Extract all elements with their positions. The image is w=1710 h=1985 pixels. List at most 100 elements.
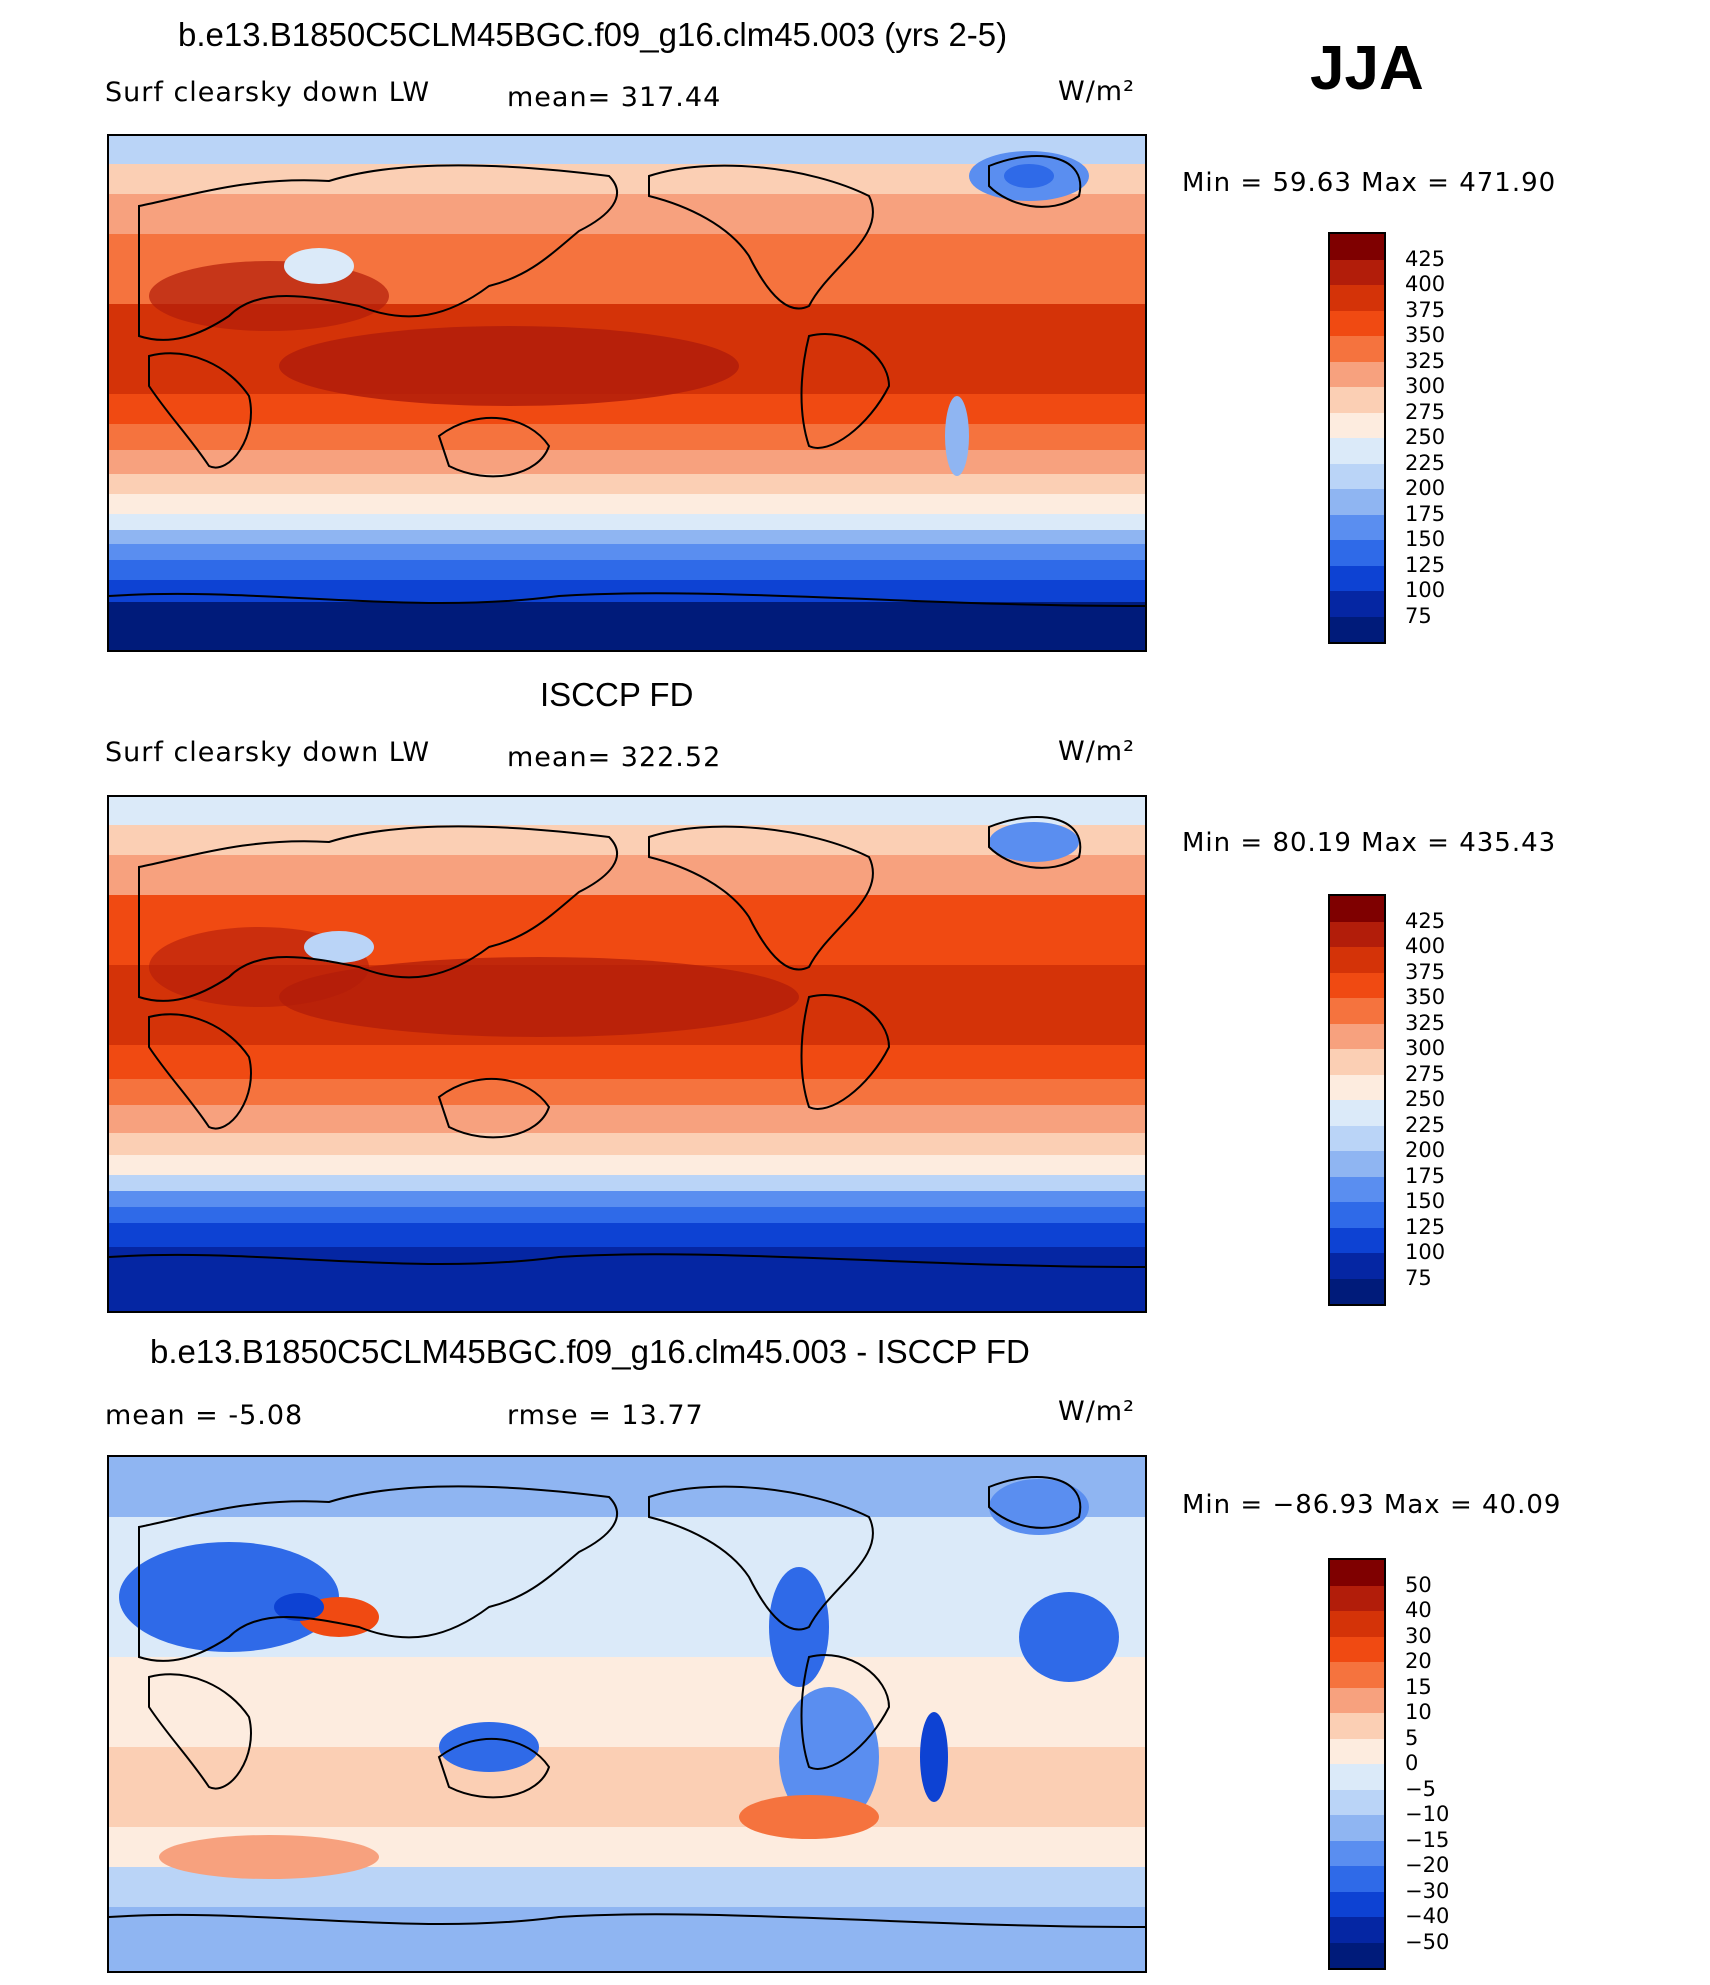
colorbar-swatch <box>1330 336 1384 362</box>
colorbar-swatch <box>1330 1278 1384 1304</box>
panel1-mean-label: mean= 317.44 <box>507 82 722 113</box>
colorbar-swatch <box>1330 1687 1384 1713</box>
colorbar-label: 250 <box>1405 425 1446 449</box>
colorbar-label: 200 <box>1405 476 1446 500</box>
colorbar-swatch <box>1330 921 1384 947</box>
colorbar-swatch <box>1330 259 1384 285</box>
panel3-units: W/m² <box>1058 1396 1135 1427</box>
colorbar-label: 50 <box>1405 1572 1432 1597</box>
colorbar-label: −40 <box>1405 1904 1450 1928</box>
colorbar-swatch <box>1330 540 1384 566</box>
panel2-minmax: Min = 80.19 Max = 435.43 <box>1182 828 1557 858</box>
colorbar-label: −10 <box>1405 1802 1450 1826</box>
colorbar-label: 20 <box>1405 1649 1432 1673</box>
colorbar-swatch <box>1330 310 1384 336</box>
colorbar-swatch <box>1330 616 1384 642</box>
colorbar-swatch <box>1330 1942 1384 1968</box>
colorbar-label: 0 <box>1405 1751 1419 1775</box>
panel1-minmax: Min = 59.63 Max = 471.90 <box>1182 168 1557 198</box>
colorbar-label: 275 <box>1405 399 1446 424</box>
colorbar-label: 10 <box>1405 1700 1432 1724</box>
colorbar-label: 100 <box>1405 1240 1446 1264</box>
colorbar-swatch <box>1330 1151 1384 1177</box>
colorbar-swatch <box>1330 1560 1384 1586</box>
colorbar-swatch <box>1330 234 1384 260</box>
colorbar-swatch <box>1330 565 1384 591</box>
panel1-variable-label: Surf clearsky down LW <box>105 77 431 108</box>
colorbar-label: 300 <box>1405 1036 1446 1060</box>
panel2-title: ISCCP FD <box>540 676 694 713</box>
colorbar-swatch <box>1330 1611 1384 1637</box>
colorbar-label: 15 <box>1405 1674 1432 1699</box>
colorbar-label: 175 <box>1405 501 1446 526</box>
colorbar-label: 175 <box>1405 1163 1446 1188</box>
colorbar-swatch <box>1330 1891 1384 1917</box>
colorbar-swatch <box>1330 896 1384 922</box>
colorbar-swatch <box>1330 1253 1384 1279</box>
colorbar-label: 40 <box>1405 1598 1432 1622</box>
colorbar-swatch <box>1330 972 1384 998</box>
colorbar-label: 375 <box>1405 959 1446 984</box>
panel2-variable-label: Surf clearsky down LW <box>105 737 431 768</box>
colorbar-label: 100 <box>1405 578 1446 602</box>
colorbar-label: −15 <box>1405 1827 1450 1852</box>
colorbar-swatch <box>1330 1049 1384 1075</box>
colorbar-swatch <box>1330 285 1384 311</box>
panel2-mean-label: mean= 322.52 <box>507 742 722 773</box>
colorbar-swatch <box>1330 1917 1384 1943</box>
colorbar-label: 75 <box>1405 1265 1432 1290</box>
colorbar-swatch <box>1330 1100 1384 1126</box>
colorbar-swatch <box>1330 412 1384 438</box>
colorbar-swatch <box>1330 1227 1384 1253</box>
colorbar-label: 5 <box>1405 1725 1419 1750</box>
colorbar-label: 425 <box>1405 246 1446 271</box>
panel1-units: W/m² <box>1058 76 1135 107</box>
colorbar-swatch <box>1330 1176 1384 1202</box>
panel2-units: W/m² <box>1058 736 1135 767</box>
colorbar-swatch <box>1330 1202 1384 1228</box>
colorbar-swatch <box>1330 591 1384 617</box>
colorbar-label: 300 <box>1405 374 1446 398</box>
colorbar-label: 75 <box>1405 603 1432 628</box>
panel2-map <box>107 795 1147 1313</box>
colorbar-label: 125 <box>1405 552 1446 577</box>
colorbar-swatch <box>1330 1789 1384 1815</box>
colorbar-swatch <box>1330 387 1384 413</box>
colorbar-label: −5 <box>1405 1776 1436 1801</box>
colorbar-swatch <box>1330 463 1384 489</box>
colorbar-swatch <box>1330 1815 1384 1841</box>
colorbar-swatch <box>1330 1764 1384 1790</box>
panel3-rmse-label: rmse = 13.77 <box>507 1400 704 1431</box>
colorbar-swatch <box>1330 1840 1384 1866</box>
panel3-map-field <box>109 1457 1145 1971</box>
colorbar-label: 125 <box>1405 1214 1446 1239</box>
colorbar-swatch <box>1330 361 1384 387</box>
panel3-colorbar <box>1328 1558 1386 1970</box>
colorbar-label: 200 <box>1405 1138 1446 1162</box>
colorbar-label: 30 <box>1405 1623 1432 1648</box>
panel2-map-field <box>109 797 1145 1311</box>
colorbar-swatch <box>1330 947 1384 973</box>
panel1-map <box>107 134 1147 652</box>
colorbar-label: 225 <box>1405 450 1446 475</box>
colorbar-swatch <box>1330 1125 1384 1151</box>
colorbar-label: 400 <box>1405 934 1446 958</box>
colorbar-label: 225 <box>1405 1112 1446 1137</box>
season-label: JJA <box>1310 34 1424 103</box>
colorbar-label: 350 <box>1405 985 1446 1009</box>
colorbar-label: 425 <box>1405 908 1446 933</box>
colorbar-label: 375 <box>1405 297 1446 322</box>
colorbar-label: −20 <box>1405 1853 1450 1877</box>
colorbar-label: −30 <box>1405 1878 1450 1903</box>
colorbar-swatch <box>1330 1636 1384 1662</box>
colorbar-swatch <box>1330 1713 1384 1739</box>
colorbar-swatch <box>1330 998 1384 1024</box>
panel1-map-field <box>109 136 1145 650</box>
panel3-map <box>107 1455 1147 1973</box>
colorbar-label: 150 <box>1405 1189 1446 1213</box>
panel3-minmax: Min = −86.93 Max = 40.09 <box>1182 1490 1562 1520</box>
colorbar-label: 325 <box>1405 348 1446 373</box>
colorbar-swatch <box>1330 489 1384 515</box>
colorbar-label: 275 <box>1405 1061 1446 1086</box>
panel1-colorbar <box>1328 232 1386 644</box>
